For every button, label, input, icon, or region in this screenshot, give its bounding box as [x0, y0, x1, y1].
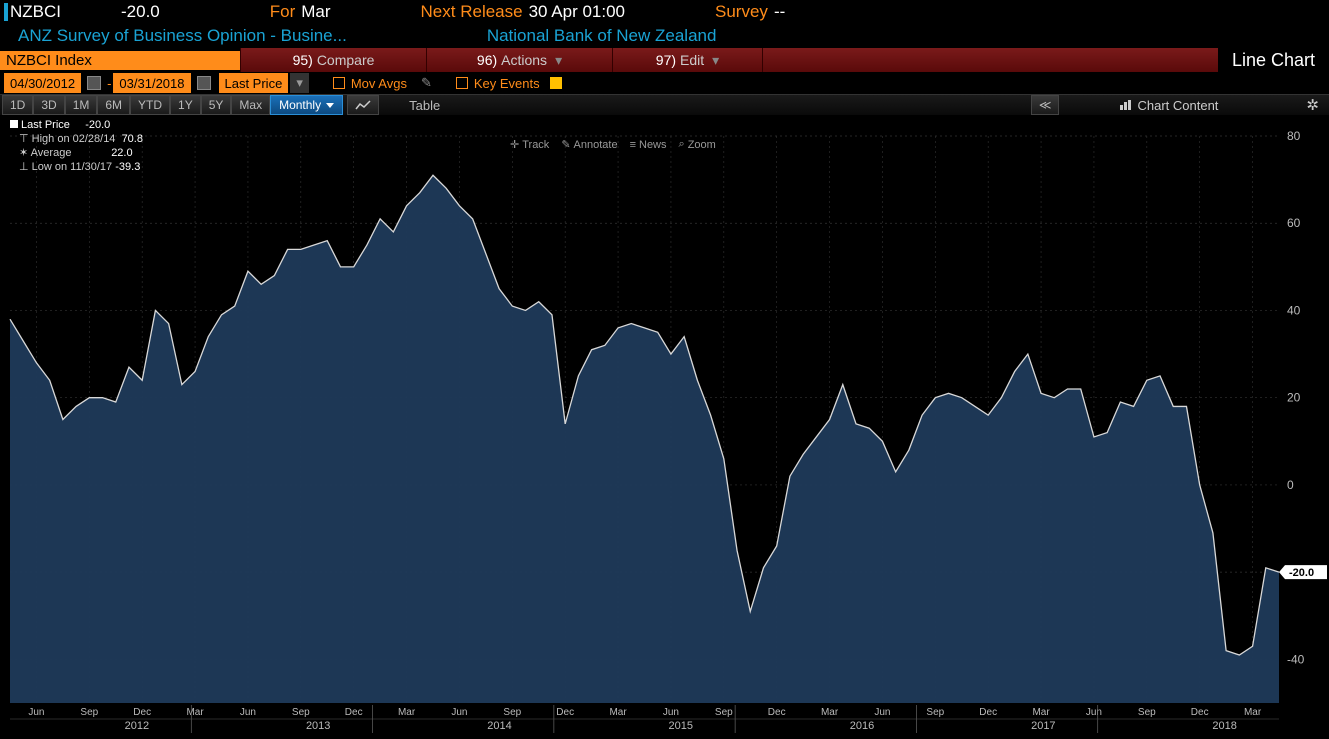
chart-type-label: Line Chart — [1218, 50, 1329, 71]
key-events-checkbox[interactable] — [456, 77, 468, 89]
news-button[interactable]: ≡ News — [630, 138, 667, 151]
calendar-icon[interactable] — [197, 76, 211, 90]
edit-icon[interactable]: ✎ — [421, 75, 432, 91]
title-bar: ANZ Survey of Business Opinion - Busine.… — [0, 24, 1329, 48]
chart-tools: ✛ Track ✎ Annotate ≡ News ⌕ Zoom — [510, 138, 716, 151]
svg-text:Dec: Dec — [556, 707, 574, 718]
edit-button[interactable]: 97)Edit▾ — [612, 48, 762, 72]
range-ytd[interactable]: YTD — [130, 95, 170, 115]
range-buttons: 1D3D1M6MYTD1Y5YMax — [2, 95, 270, 115]
svg-text:Mar: Mar — [398, 707, 416, 718]
range-max[interactable]: Max — [231, 95, 270, 115]
range-5y[interactable]: 5Y — [201, 95, 232, 115]
svg-text:2016: 2016 — [850, 720, 874, 732]
chart-legend: Last Price -20.0 ⊤ High on 02/28/14 70.8… — [10, 118, 143, 174]
dropdown-arrow-icon[interactable]: ▾ — [290, 73, 309, 93]
svg-text:Jun: Jun — [1086, 707, 1102, 718]
range-bar: 1D3D1M6MYTD1Y5YMax Monthly Table ≪ Chart… — [0, 94, 1329, 116]
last-price-select[interactable]: Last Price — [219, 73, 289, 93]
svg-text:2017: 2017 — [1031, 720, 1055, 732]
svg-text:2012: 2012 — [125, 720, 149, 732]
index-label[interactable]: NZBCI Index — [0, 51, 240, 70]
svg-text:Dec: Dec — [133, 707, 151, 718]
svg-text:Sep: Sep — [292, 707, 310, 718]
svg-text:2015: 2015 — [669, 720, 693, 732]
date-from-input[interactable]: 04/30/2012 — [4, 73, 81, 93]
svg-text:2018: 2018 — [1212, 720, 1236, 732]
ticker: NZBCI — [10, 2, 61, 22]
ticker-marker — [4, 3, 8, 21]
function-bar: NZBCI Index 95)Compare 96)Actions▾ 97)Ed… — [0, 48, 1329, 72]
svg-text:Sep: Sep — [80, 707, 98, 718]
red-spacer — [762, 48, 1218, 72]
svg-text:0: 0 — [1287, 478, 1294, 492]
next-release-value: 30 Apr 01:00 — [529, 2, 625, 22]
info-icon[interactable] — [550, 77, 562, 89]
svg-text:Jun: Jun — [240, 707, 256, 718]
area-chart: 806040200-20-40JunSepDecMarJunSepDecMarJ… — [0, 116, 1329, 739]
calendar-icon[interactable] — [87, 76, 101, 90]
for-label: For — [270, 2, 296, 22]
svg-text:2013: 2013 — [306, 720, 330, 732]
svg-text:80: 80 — [1287, 129, 1301, 143]
compare-button[interactable]: 95)Compare — [240, 48, 426, 72]
next-release-label: Next Release — [421, 2, 523, 22]
svg-text:Mar: Mar — [186, 707, 204, 718]
range-3d[interactable]: 3D — [33, 95, 64, 115]
chart-type-button[interactable] — [347, 95, 379, 115]
svg-text:Mar: Mar — [821, 707, 839, 718]
svg-text:2014: 2014 — [487, 720, 511, 732]
svg-text:Sep: Sep — [503, 707, 521, 718]
svg-text:Dec: Dec — [979, 707, 997, 718]
svg-text:Mar: Mar — [1244, 707, 1262, 718]
zoom-out-button[interactable]: ≪ — [1031, 95, 1060, 115]
range-6m[interactable]: 6M — [97, 95, 130, 115]
svg-text:Jun: Jun — [874, 707, 890, 718]
svg-text:-40: -40 — [1287, 652, 1305, 666]
svg-text:20: 20 — [1287, 391, 1301, 405]
range-1y[interactable]: 1Y — [170, 95, 201, 115]
svg-text:Sep: Sep — [1138, 707, 1156, 718]
subtitle-right: National Bank of New Zealand — [487, 26, 717, 46]
survey-label: Survey — [715, 2, 768, 22]
zoom-button[interactable]: ⌕ Zoom — [679, 138, 716, 151]
range-1m[interactable]: 1M — [65, 95, 98, 115]
svg-text:60: 60 — [1287, 216, 1301, 230]
gear-icon[interactable]: ✲ — [1298, 96, 1327, 114]
chart-content-button[interactable]: Chart Content — [1119, 98, 1218, 113]
actions-button[interactable]: 96)Actions▾ — [426, 48, 612, 72]
frequency-button[interactable]: Monthly — [270, 95, 343, 115]
svg-text:-20.0: -20.0 — [1289, 567, 1314, 579]
svg-text:Sep: Sep — [926, 707, 944, 718]
svg-text:Jun: Jun — [28, 707, 44, 718]
annotate-button[interactable]: ✎ Annotate — [561, 138, 617, 151]
mov-avgs-label[interactable]: Mov Avgs — [351, 76, 407, 91]
svg-text:Mar: Mar — [609, 707, 627, 718]
date-bar: 04/30/2012 - 03/31/2018 Last Price ▾ Mov… — [0, 72, 1329, 94]
mov-avgs-checkbox[interactable] — [333, 77, 345, 89]
track-button[interactable]: ✛ Track — [510, 138, 549, 151]
svg-text:Sep: Sep — [715, 707, 733, 718]
svg-text:Jun: Jun — [451, 707, 467, 718]
svg-text:Dec: Dec — [768, 707, 786, 718]
ticker-value: -20.0 — [121, 2, 160, 22]
info-bar: NZBCI -20.0 For Mar Next Release 30 Apr … — [0, 0, 1329, 24]
svg-text:Dec: Dec — [345, 707, 363, 718]
survey-value: -- — [774, 2, 785, 22]
range-1d[interactable]: 1D — [2, 95, 33, 115]
period: Mar — [301, 2, 330, 22]
subtitle-left: ANZ Survey of Business Opinion - Busine.… — [18, 26, 347, 46]
svg-text:Jun: Jun — [663, 707, 679, 718]
svg-text:40: 40 — [1287, 303, 1301, 317]
key-events-label[interactable]: Key Events — [474, 76, 540, 91]
svg-text:Dec: Dec — [1191, 707, 1209, 718]
svg-text:Mar: Mar — [1032, 707, 1050, 718]
table-button[interactable]: Table — [409, 98, 440, 113]
chart-area[interactable]: 806040200-20-40JunSepDecMarJunSepDecMarJ… — [0, 116, 1329, 739]
date-to-input[interactable]: 03/31/2018 — [113, 73, 190, 93]
